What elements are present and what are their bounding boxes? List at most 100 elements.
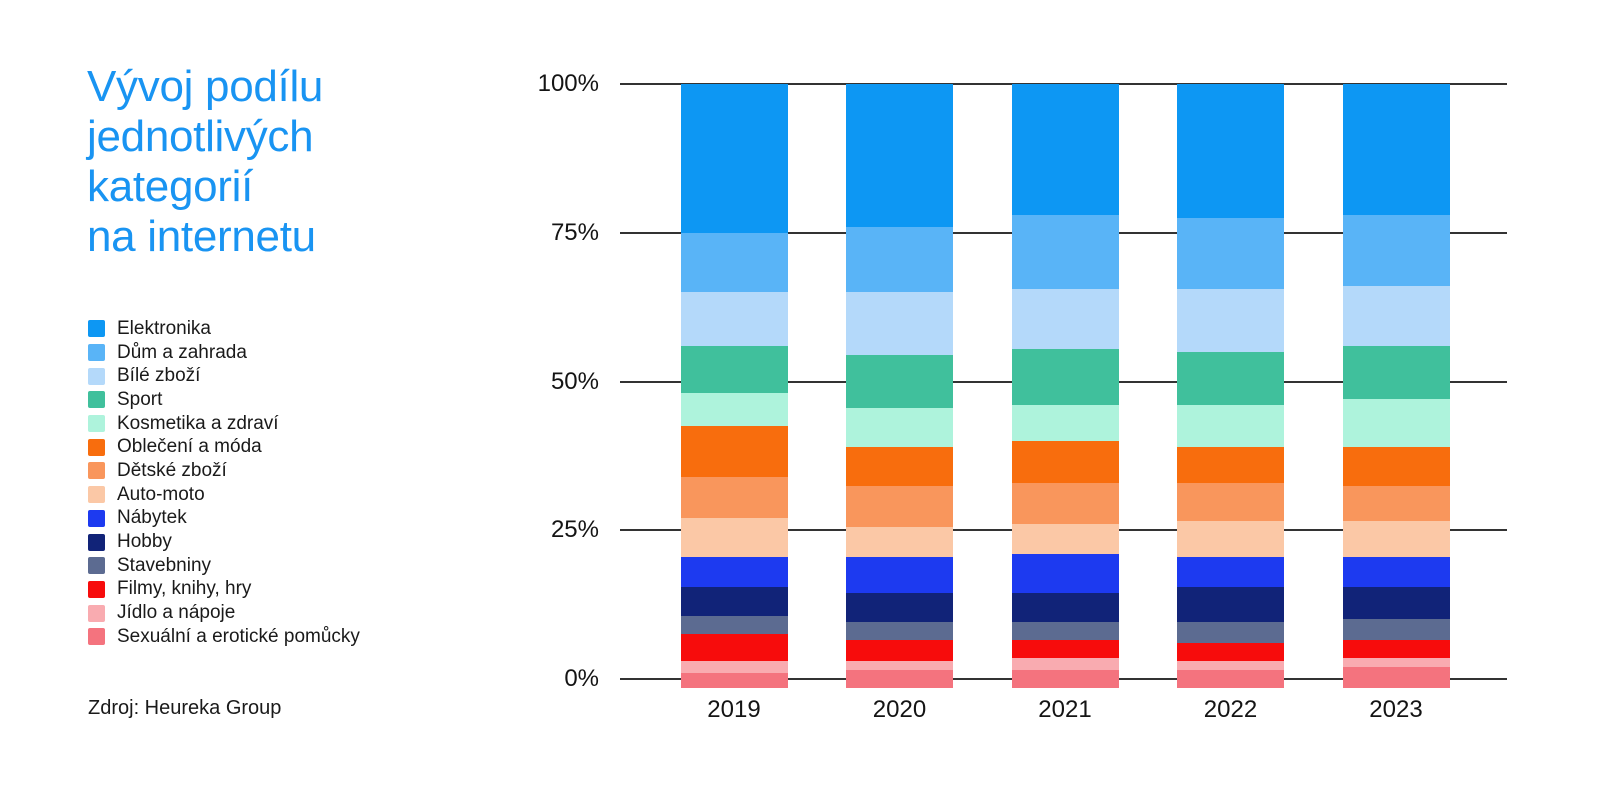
legend-item: Stavebniny (88, 554, 360, 578)
y-axis-label: 100% (537, 70, 599, 97)
legend-item: Elektronika (88, 317, 360, 341)
source-note: Zdroj: Heureka Group (88, 697, 282, 719)
stacked-bar-2020 (846, 84, 953, 688)
legend-swatch (88, 509, 105, 527)
bar-segment (680, 616, 788, 635)
bar-segment (846, 670, 953, 688)
bar-segment (846, 84, 953, 227)
bar-segment (1342, 619, 1450, 641)
legend-swatch (88, 486, 105, 504)
bar-segment (1177, 556, 1284, 587)
legend-label: Nábytek (117, 507, 187, 529)
legend-item: Nábytek (88, 507, 360, 531)
bar-segment (1011, 348, 1119, 406)
stacked-bar-2019 (680, 84, 788, 688)
bar-segment (1342, 286, 1450, 346)
legend-swatch (88, 533, 105, 551)
y-axis-label: 50% (550, 367, 599, 395)
legend-item: Auto-moto (88, 483, 360, 507)
legend-label: Stavebniny (117, 554, 212, 576)
legend-label: Hobby (117, 531, 172, 553)
legend-label: Sport (117, 388, 163, 410)
legend-item: Oblečení a móda (88, 435, 360, 459)
bar-segment (1177, 661, 1284, 670)
bar-segment (846, 485, 953, 528)
legend-label: Bílé zboží (117, 365, 201, 387)
legend-swatch (88, 557, 105, 575)
legend-label: Auto-moto (117, 483, 205, 505)
bar-segment (680, 292, 788, 346)
legend-item: Sexuální a erotické pomůcky (88, 625, 360, 649)
bar-segment (846, 226, 953, 293)
bar-segment (1177, 643, 1284, 662)
legend-label: Kosmetika a zdraví (117, 412, 279, 434)
legend: Elektronika Dům a zahrada Bílé zboží Sport K… (88, 317, 360, 649)
legend-label: Filmy, knihy, hry (117, 578, 252, 600)
bar-segment (1342, 667, 1450, 688)
bar-segment (1011, 554, 1119, 593)
legend-swatch (88, 415, 105, 433)
bar-segment (680, 426, 788, 477)
bar-segment (846, 527, 953, 557)
x-axis-label: 2023 (1369, 696, 1423, 723)
x-axis-label: 2021 (1038, 696, 1092, 723)
bar-segment (680, 232, 788, 293)
bar-segment (1342, 345, 1450, 400)
bar-segment (1011, 84, 1119, 215)
bar-segment (1011, 670, 1119, 688)
bar-segment (846, 622, 953, 641)
bar-segment (1177, 622, 1284, 644)
bar-segment (1177, 669, 1284, 688)
bar-segment (680, 661, 788, 673)
bar-segment (846, 354, 953, 409)
legend-item: Sport (88, 388, 360, 412)
bar-segment (1177, 84, 1284, 218)
legend-label: Oblečení a móda (117, 436, 262, 458)
bar-segment (1011, 289, 1119, 349)
bar-segment (680, 345, 788, 394)
bar-segment (1177, 289, 1284, 352)
legend-item: Jídlo a nápoje (88, 601, 360, 625)
legend-label: Dům a zahrada (117, 341, 247, 363)
bar-segment (1011, 405, 1119, 441)
legend-label: Sexuální a erotické pomůcky (117, 625, 360, 647)
chart-title: Vývoj podílu jednotlivých kategorií na i… (87, 62, 324, 261)
bar-segment (680, 672, 788, 688)
stacked-bar-2023 (1342, 84, 1450, 688)
bar-segment (680, 393, 788, 427)
bar-segment (1011, 622, 1119, 641)
stacked-bar-2021 (1011, 84, 1119, 688)
legend-item: Dětské zboží (88, 459, 360, 483)
bar-segment (1342, 556, 1450, 587)
bar-segment (1342, 214, 1450, 287)
bar-segment (1011, 658, 1119, 670)
legend-item: Dům a zahrada (88, 341, 360, 365)
legend-swatch (88, 344, 105, 362)
bar-segment (1177, 217, 1284, 290)
bar-segment (1177, 446, 1284, 483)
legend-item: Filmy, knihy, hry (88, 578, 360, 602)
bar-segment (1011, 482, 1119, 525)
bar-segment (846, 408, 953, 447)
bar-segment (1011, 440, 1119, 483)
y-axis-label: 75% (550, 218, 599, 246)
bar-segment (1177, 521, 1284, 557)
legend-swatch (88, 320, 105, 338)
bar-segment (680, 586, 788, 617)
y-axis-label: 0% (564, 665, 599, 692)
bar-segment (1011, 640, 1119, 659)
x-axis-label: 2022 (1203, 696, 1258, 723)
bar-segment (846, 640, 953, 662)
stacked-bar-2022 (1177, 84, 1284, 688)
bar-segment (1177, 482, 1284, 522)
bar-segment (680, 634, 788, 662)
bar-segment (1011, 524, 1119, 554)
bar-segment (680, 518, 788, 557)
bar-segment (1011, 214, 1119, 290)
bar-segment (1342, 485, 1450, 522)
legend-label: Elektronika (117, 317, 211, 339)
bar-segment (680, 476, 788, 519)
legend-item: Hobby (88, 530, 360, 554)
